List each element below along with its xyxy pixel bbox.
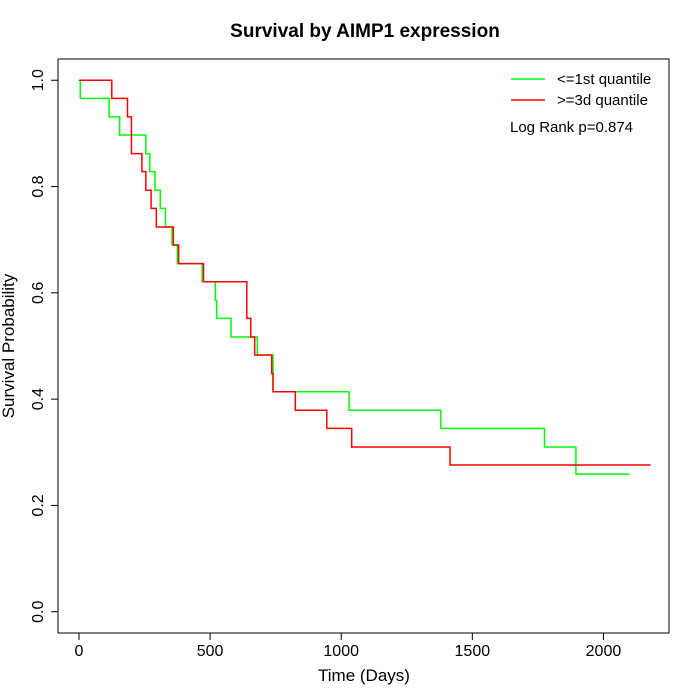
y-tick-label-4: 0.8 (30, 175, 47, 197)
y-tick-label-5: 1.0 (30, 69, 47, 91)
x-axis-label: Time (Days) (318, 666, 410, 685)
y-tick-label-0: 0.0 (30, 601, 47, 623)
x-tick-label-4: 2000 (586, 643, 622, 660)
y-tick-label-3: 0.6 (30, 282, 47, 304)
chart-title: Survival by AIMP1 expression (230, 21, 500, 42)
legend-label-0: <=1st quantile (557, 71, 651, 88)
y-axis-label: Survival Probability (0, 273, 18, 418)
y-axis: 0.0 0.2 0.4 0.6 0.8 1.0 (30, 69, 59, 623)
x-tick-label-0: 0 (75, 643, 84, 660)
y-tick-label-2: 0.4 (30, 388, 47, 410)
log-rank-annotation: Log Rank p=0.874 (510, 119, 633, 136)
x-tick-label-2: 1000 (323, 643, 359, 660)
series-layer (78, 79, 651, 475)
series-line-1 (78, 79, 651, 466)
plot-frame (57, 58, 670, 634)
x-tick-label-1: 500 (197, 643, 224, 660)
legend-label-1: >=3d quantile (557, 92, 648, 109)
x-tick-label-3: 1500 (455, 643, 491, 660)
legend: <=1st quantile >=3d quantile (511, 71, 651, 109)
series-line-0 (78, 79, 630, 475)
y-tick-label-1: 0.2 (30, 494, 47, 516)
x-axis: 0 500 1000 1500 2000 (75, 632, 622, 660)
